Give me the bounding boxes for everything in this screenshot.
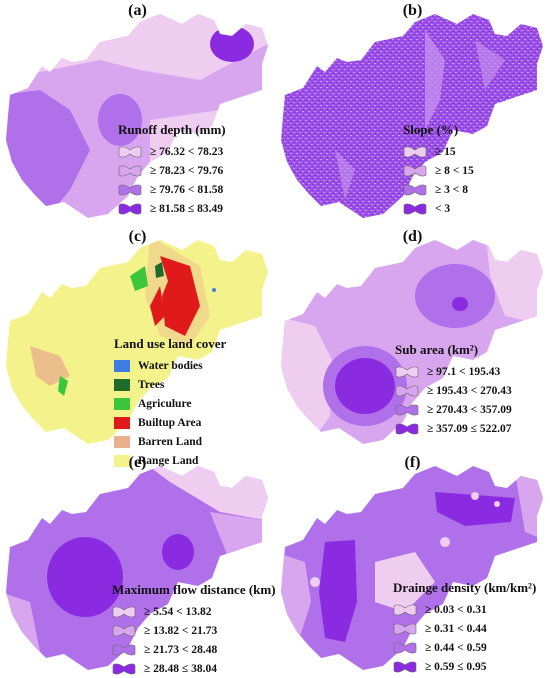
legend-item: ≥ 28.48 ≤ 38.04 — [112, 659, 276, 678]
legend-item: ≥ 76.32 < 78.23 — [118, 142, 226, 161]
panel-label: (d) — [402, 228, 423, 245]
panel-label: (f) — [404, 454, 421, 471]
legend-item: Barren Land — [114, 432, 226, 451]
legend-title: Drainge density (km/km²) — [393, 580, 537, 595]
legend-item: ≥ 81.58 ≤ 83.49 — [118, 199, 226, 218]
legend: Runoff depth (mm) ≥ 76.32 < 78.23 ≥ 78.2… — [118, 122, 226, 218]
legend-title: Maximum flow distance (km) — [112, 582, 276, 597]
legend-item: ≥ 270.43 < 357.09 — [395, 400, 512, 419]
legend-item: Builtup Area — [114, 413, 226, 432]
legend-item: Range Land — [114, 451, 226, 470]
panel-label: (b) — [402, 2, 423, 19]
max-flow-distance-map — [6, 466, 268, 670]
panel-max-flow-distance: (e) Maximum flow distance (km) ≥ 5.54 < … — [0, 452, 276, 678]
legend-item: ≥ 21.73 < 28.48 — [112, 640, 276, 659]
legend: Drainge density (km/km²) ≥ 0.03 < 0.31 ≥… — [393, 580, 536, 676]
panel-slope: (b) Slope (%) ≥ 15 ≥ 8 < 15 ≥ 3 < 8 < 3 — [275, 0, 550, 226]
legend-item: Trees — [114, 375, 226, 394]
legend: Sub area (km²) ≥ 97.1 < 195.43 ≥ 195.43 … — [395, 342, 512, 438]
legend-item: ≥ 0.31 < 0.44 — [393, 619, 536, 638]
legend-item: ≥ 195.43 < 270.43 — [395, 381, 512, 400]
legend-title: Land use land cover — [114, 336, 227, 351]
panel-sub-area: (d) Sub area (km²) ≥ 97.1 < 195.43 ≥ 195… — [275, 226, 550, 452]
legend-item: Water bodies — [114, 356, 226, 375]
legend-item: ≥ 13.82 < 21.73 — [112, 621, 276, 640]
panel-label: (a) — [128, 2, 147, 19]
legend-item: ≥ 357.09 ≤ 522.07 — [395, 419, 512, 438]
legend-item: ≥ 15 — [403, 142, 474, 161]
legend-item: ≥ 97.1 < 195.43 — [395, 362, 512, 381]
panel-drainage-density: (f) Drainge density (km/km²) ≥ 0.03 < 0.… — [275, 452, 550, 678]
legend-title: Sub area (km²) — [395, 342, 479, 357]
panel-label: (e) — [128, 454, 147, 471]
panel-label: (c) — [128, 228, 147, 245]
drainage-density-map — [281, 466, 543, 670]
legend-item: ≥ 0.59 ≤ 0.95 — [393, 657, 536, 676]
legend-title: Runoff depth (mm) — [118, 122, 226, 137]
legend-item: < 3 — [403, 199, 474, 218]
legend-item: Agriculure — [114, 394, 226, 413]
land-use-map — [6, 240, 268, 444]
legend-title: Slope (%) — [403, 122, 459, 137]
legend: Maximum flow distance (km) ≥ 5.54 < 13.8… — [112, 582, 276, 678]
legend-item: ≥ 3 < 8 — [403, 180, 474, 199]
legend-item: ≥ 78.23 < 79.76 — [118, 161, 226, 180]
legend: Slope (%) ≥ 15 ≥ 8 < 15 ≥ 3 < 8 < 3 — [403, 122, 474, 218]
slope-map — [281, 14, 543, 218]
panel-runoff-depth: (a) Runoff depth (mm) ≥ 76.32 < 78.23 ≥ … — [0, 0, 275, 226]
runoff-depth-map — [6, 14, 268, 218]
legend-item: ≥ 0.44 < 0.59 — [393, 638, 536, 657]
legend-item: ≥ 5.54 < 13.82 — [112, 602, 276, 621]
panel-land-use: (c) Land use land cover Water bodies Tre… — [0, 226, 275, 467]
legend-item: ≥ 8 < 15 — [403, 161, 474, 180]
legend-item: ≥ 79.76 < 81.58 — [118, 180, 226, 199]
legend: Land use land cover Water bodies Trees A… — [114, 336, 226, 470]
legend-item: ≥ 0.03 < 0.31 — [393, 600, 536, 619]
